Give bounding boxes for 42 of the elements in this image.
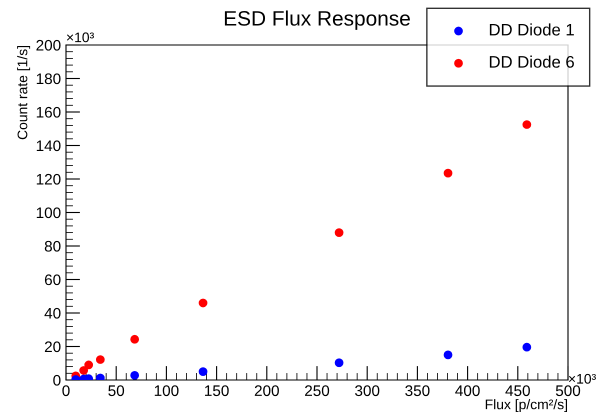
x-tick-label: 100 — [154, 385, 179, 396]
y-tick-label: 0 — [53, 374, 61, 386]
x-tick-label: 350 — [405, 385, 430, 396]
x-axis-title: Flux [p/cm²/s] — [486, 399, 568, 412]
y-tick-label: 160 — [36, 106, 61, 118]
y-tick-label: 200 — [36, 40, 61, 51]
point — [198, 367, 208, 376]
y-axis-title: Count rate [1/s] — [17, 46, 30, 140]
y-tick-label: 80 — [44, 240, 61, 252]
point — [334, 358, 344, 368]
x-tick-label: 400 — [455, 385, 480, 396]
x-tick-label: 50 — [108, 385, 124, 396]
x-tick-label: 200 — [254, 385, 279, 396]
x-tick-label: 300 — [355, 385, 380, 396]
y-tick-label: 60 — [44, 274, 61, 286]
y-tick-label: 180 — [36, 73, 61, 84]
text: ×10³ — [568, 374, 596, 384]
point — [130, 334, 140, 344]
point — [84, 360, 94, 370]
point — [334, 228, 344, 237]
x-tick-label: 500 — [556, 385, 580, 396]
y-tick-label: 140 — [36, 140, 61, 152]
x-tick-label: 150 — [205, 385, 229, 396]
y-tick-label: 100 — [36, 207, 61, 218]
point — [130, 370, 140, 380]
y-tick-label: 120 — [36, 174, 61, 185]
point — [522, 342, 532, 352]
x-tick-label: 0 — [62, 385, 70, 396]
y-tick-label: 40 — [44, 308, 61, 319]
point — [96, 355, 105, 364]
legend-label: DD Diode 1 — [490, 23, 574, 36]
point — [198, 298, 208, 308]
point — [444, 350, 452, 360]
chart-title: ESD Flux Response — [224, 10, 410, 30]
x-tick-label: 250 — [305, 385, 330, 396]
legend-label: DD Diode 6 — [490, 56, 574, 68]
y-tick-label: 20 — [44, 341, 61, 352]
point — [444, 168, 452, 178]
point — [79, 366, 88, 375]
text: ×10³ — [66, 32, 94, 42]
x-tick-label: 450 — [505, 385, 530, 396]
point — [522, 120, 532, 129]
